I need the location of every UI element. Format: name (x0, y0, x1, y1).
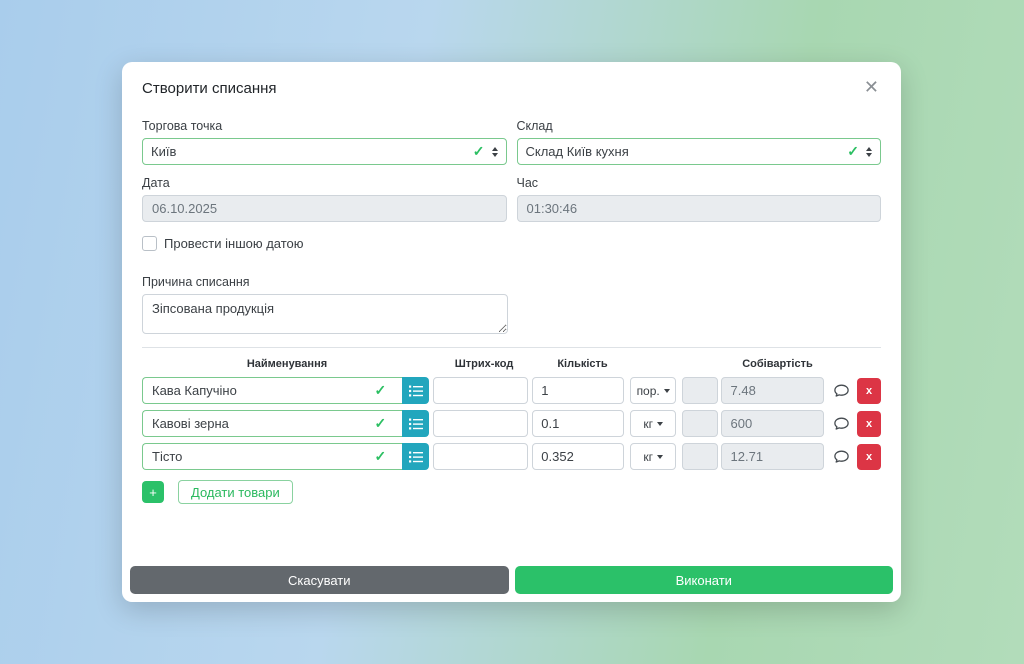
cost-field (720, 377, 824, 404)
valid-check-icon: ✓ (374, 415, 387, 431)
valid-check-icon: ✓ (374, 382, 387, 398)
header-quantity: Кількість (557, 358, 608, 370)
select-arrows-icon (491, 146, 498, 157)
delete-row-button[interactable]: x (857, 443, 881, 470)
modal-header: Створити списання ✕ (142, 77, 881, 97)
close-icon[interactable]: ✕ (863, 77, 879, 97)
product-list-button[interactable] (402, 443, 430, 470)
date-field (142, 195, 507, 222)
disabled-small-field (681, 377, 718, 404)
header-cost: Собівартість (742, 358, 813, 370)
datetime-fields: Дата Час (142, 176, 881, 222)
table-header: Найменування Штрих-код Кількість Собівар… (142, 358, 881, 370)
other-date-row: Провести іншою датою (142, 236, 881, 251)
trade-point-label: Торгова точка (142, 119, 223, 133)
add-row-button[interactable]: + (142, 481, 164, 503)
quantity-input[interactable] (532, 443, 625, 470)
delete-row-button[interactable]: x (857, 410, 881, 437)
unit-dropdown[interactable]: пор. (630, 377, 676, 404)
product-row: Тісто ✓ кг (142, 443, 881, 470)
comment-button[interactable] (831, 447, 851, 467)
reason-label: Причина списання (142, 275, 250, 289)
valid-check-icon: ✓ (472, 143, 485, 159)
product-name-group: Тісто ✓ (142, 443, 430, 470)
quantity-input[interactable] (532, 410, 625, 437)
valid-check-icon: ✓ (847, 143, 859, 159)
quantity-input[interactable] (532, 377, 625, 404)
add-products-button[interactable]: Додати товари (178, 480, 293, 504)
speech-bubble-icon (834, 450, 849, 463)
product-name-value: Кавові зерна (152, 416, 229, 431)
unit-value: пор. (636, 383, 660, 398)
time-label: Час (516, 176, 539, 190)
disabled-small-field (681, 410, 718, 437)
disabled-small-field (681, 443, 718, 470)
caret-down-icon (656, 421, 663, 426)
warehouse-label: Склад (516, 119, 553, 133)
caret-down-icon (656, 454, 663, 459)
unit-dropdown[interactable]: кг (630, 410, 676, 437)
valid-check-icon: ✓ (374, 448, 387, 464)
unit-value: кг (643, 449, 653, 464)
other-date-checkbox[interactable] (142, 236, 157, 251)
speech-bubble-icon (834, 417, 849, 430)
barcode-input[interactable] (433, 377, 529, 404)
trade-point-value: Київ (151, 144, 177, 159)
caret-down-icon (663, 388, 670, 393)
product-name-input[interactable]: Тісто ✓ (142, 443, 403, 470)
barcode-input[interactable] (433, 410, 529, 437)
comment-button[interactable] (831, 381, 851, 401)
select-arrows-icon (866, 146, 872, 157)
warehouse-select[interactable]: Склад Київ кухня ✓ (516, 138, 881, 165)
date-label: Дата (142, 176, 170, 190)
product-list-button[interactable] (402, 410, 430, 437)
product-rows: Кава Капучіно ✓ (142, 377, 881, 470)
modal-title: Створити списання (142, 80, 277, 97)
speech-bubble-icon (834, 384, 849, 397)
divider (142, 347, 881, 348)
header-barcode: Штрих-код (454, 358, 514, 370)
unit-dropdown[interactable]: кг (630, 443, 676, 470)
product-row: Кавові зерна ✓ (142, 410, 881, 437)
reason-section: Причина списання Зіпсована продукція (142, 275, 881, 339)
unit-value: кг (643, 416, 653, 431)
list-icon (408, 418, 423, 429)
product-name-input[interactable]: Кавові зерна ✓ (142, 410, 403, 437)
time-field (516, 195, 881, 222)
product-list-button[interactable] (402, 377, 430, 404)
cost-field (720, 410, 824, 437)
barcode-input[interactable] (433, 443, 529, 470)
trade-point-select[interactable]: Київ ✓ (142, 138, 507, 165)
product-name-value: Тісто (152, 449, 183, 464)
product-row: Кава Капучіно ✓ (142, 377, 881, 404)
list-icon (408, 385, 423, 396)
product-name-input[interactable]: Кава Капучіно ✓ (142, 377, 403, 404)
product-name-group: Кавові зерна ✓ (142, 410, 430, 437)
other-date-label: Провести іншою датою (164, 236, 304, 251)
delete-row-button[interactable]: x (857, 377, 881, 404)
execute-button[interactable]: Виконати (514, 566, 893, 594)
add-row: + Додати товари (142, 480, 881, 504)
comment-button[interactable] (831, 414, 851, 434)
modal-footer: Скасувати Виконати (130, 566, 893, 594)
product-name-group: Кава Капучіно ✓ (142, 377, 430, 404)
cost-field (720, 443, 824, 470)
product-name-value: Кава Капучіно (152, 383, 237, 398)
warehouse-value: Склад Київ кухня (525, 144, 629, 159)
top-fields: Торгова точка Київ ✓ Склад Склад Київ ку… (142, 119, 881, 165)
list-icon (408, 451, 423, 462)
create-writeoff-modal: Створити списання ✕ Торгова точка Київ ✓… (122, 62, 901, 602)
header-name: Найменування (246, 358, 328, 370)
cancel-button[interactable]: Скасувати (130, 566, 509, 594)
reason-textarea[interactable]: Зіпсована продукція (142, 294, 508, 334)
